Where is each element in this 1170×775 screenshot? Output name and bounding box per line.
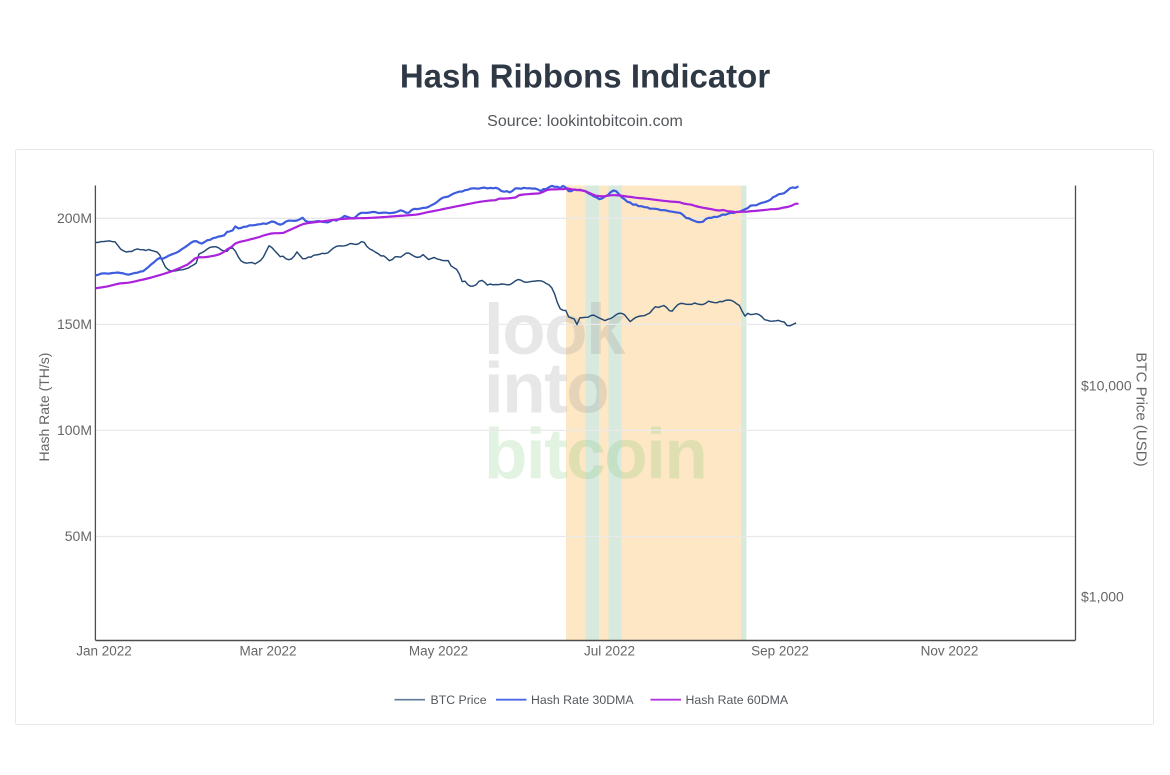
svg-text:Hash Rate 30DMA: Hash Rate 30DMA xyxy=(531,693,634,707)
svg-text:$1,000: $1,000 xyxy=(1081,589,1124,605)
svg-text:Nov 2022: Nov 2022 xyxy=(921,644,979,659)
svg-text:200M: 200M xyxy=(57,210,92,226)
svg-text:Mar 2022: Mar 2022 xyxy=(239,644,296,659)
svg-text:into: into xyxy=(484,350,608,429)
svg-text:Hash Ribbons Indicator: Hash Ribbons Indicator xyxy=(400,58,771,95)
svg-text:look: look xyxy=(484,291,626,370)
svg-text:Hash Rate (TH/s): Hash Rate (TH/s) xyxy=(36,353,52,462)
svg-text:150M: 150M xyxy=(57,316,92,332)
svg-text:May 2022: May 2022 xyxy=(409,644,468,659)
svg-text:Hash Rate 60DMA: Hash Rate 60DMA xyxy=(686,693,789,707)
svg-text:Jan 2022: Jan 2022 xyxy=(76,644,132,659)
svg-text:BTC Price (USD): BTC Price (USD) xyxy=(1133,352,1150,466)
svg-text:$10,000: $10,000 xyxy=(1081,377,1132,393)
svg-text:Source: lookintobitcoin.com: Source: lookintobitcoin.com xyxy=(487,113,683,130)
svg-text:100M: 100M xyxy=(57,422,92,438)
svg-text:bitcoin: bitcoin xyxy=(484,416,706,495)
svg-text:50M: 50M xyxy=(65,528,92,544)
svg-text:BTC Price: BTC Price xyxy=(431,693,487,707)
svg-text:Sep 2022: Sep 2022 xyxy=(751,644,809,659)
svg-text:Jul 2022: Jul 2022 xyxy=(584,644,635,659)
